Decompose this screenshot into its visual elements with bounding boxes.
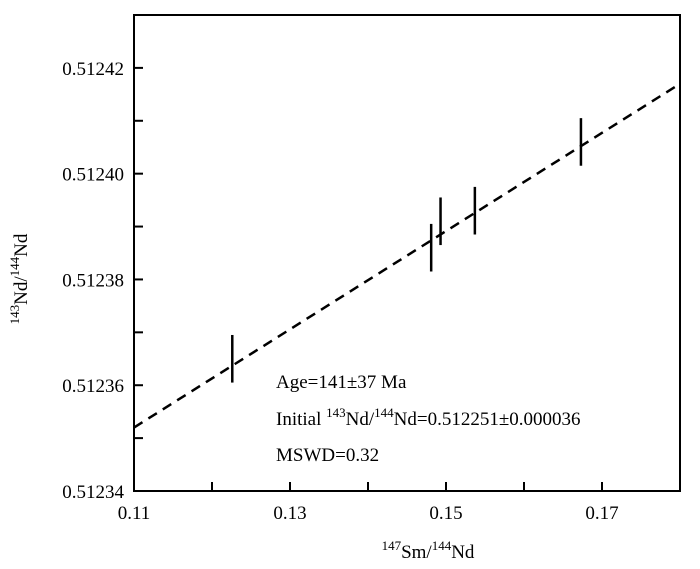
x-axis-title-main2: Nd — [451, 542, 475, 563]
fit-line-layer — [133, 82, 681, 429]
x-tick-label: 0.11 — [118, 503, 151, 524]
axis-ticks: 0.11 0.13 0.15 0.17 0.51234 0.51236 0.51238 0.5… — [62, 14, 619, 524]
y-tick-label: 0.51238 — [62, 270, 124, 291]
annotation-initial-prefix: Initial — [276, 409, 326, 430]
y-tick-label: 0.51240 — [62, 165, 124, 186]
annotation-mswd: MSWD=0.32 — [276, 445, 379, 466]
annotation-age: Age=141±37 Ma — [276, 372, 407, 393]
x-tick-label: 0.15 — [429, 503, 462, 524]
annotation-initial-mid: Nd/ — [346, 409, 375, 430]
y-axis-title-sup1: 143 — [7, 305, 22, 325]
annotation-initial-sup2: 144 — [374, 405, 394, 420]
annotation-initial-suffix: Nd=0.512251±0.000036 — [394, 409, 581, 430]
y-tick-label: 0.51242 — [62, 59, 124, 80]
x-tick-label: 0.13 — [273, 503, 306, 524]
annotation-initial-sup1: 143 — [326, 405, 346, 420]
plot-frame — [133, 14, 681, 492]
y-axis-title-main2: Nd — [11, 233, 32, 257]
x-axis-title-sup1: 147 — [382, 538, 402, 553]
data-points — [231, 118, 583, 383]
annotation-initial-ratio: Initial 143Nd/144Nd=0.512251±0.000036 — [276, 405, 581, 430]
annotation-block: Age=141±37 Ma Initial 143Nd/144Nd=0.5122… — [276, 372, 581, 466]
y-axis-title-sup2: 144 — [7, 256, 22, 276]
x-axis-title-sup2: 144 — [432, 538, 452, 553]
y-tick-label: 0.51234 — [62, 482, 124, 503]
x-tick-label: 0.17 — [585, 503, 618, 524]
y-tick-label: 0.51236 — [62, 376, 124, 397]
axes — [133, 14, 681, 492]
x-axis-title: 147Sm/144Nd — [382, 538, 475, 563]
x-axis-title-main1: Sm/ — [401, 542, 432, 563]
isochron-fit-line — [133, 82, 681, 429]
y-axis-title: 143Nd/144Nd — [7, 233, 32, 324]
y-axis-title-main1: Nd/ — [11, 276, 32, 305]
